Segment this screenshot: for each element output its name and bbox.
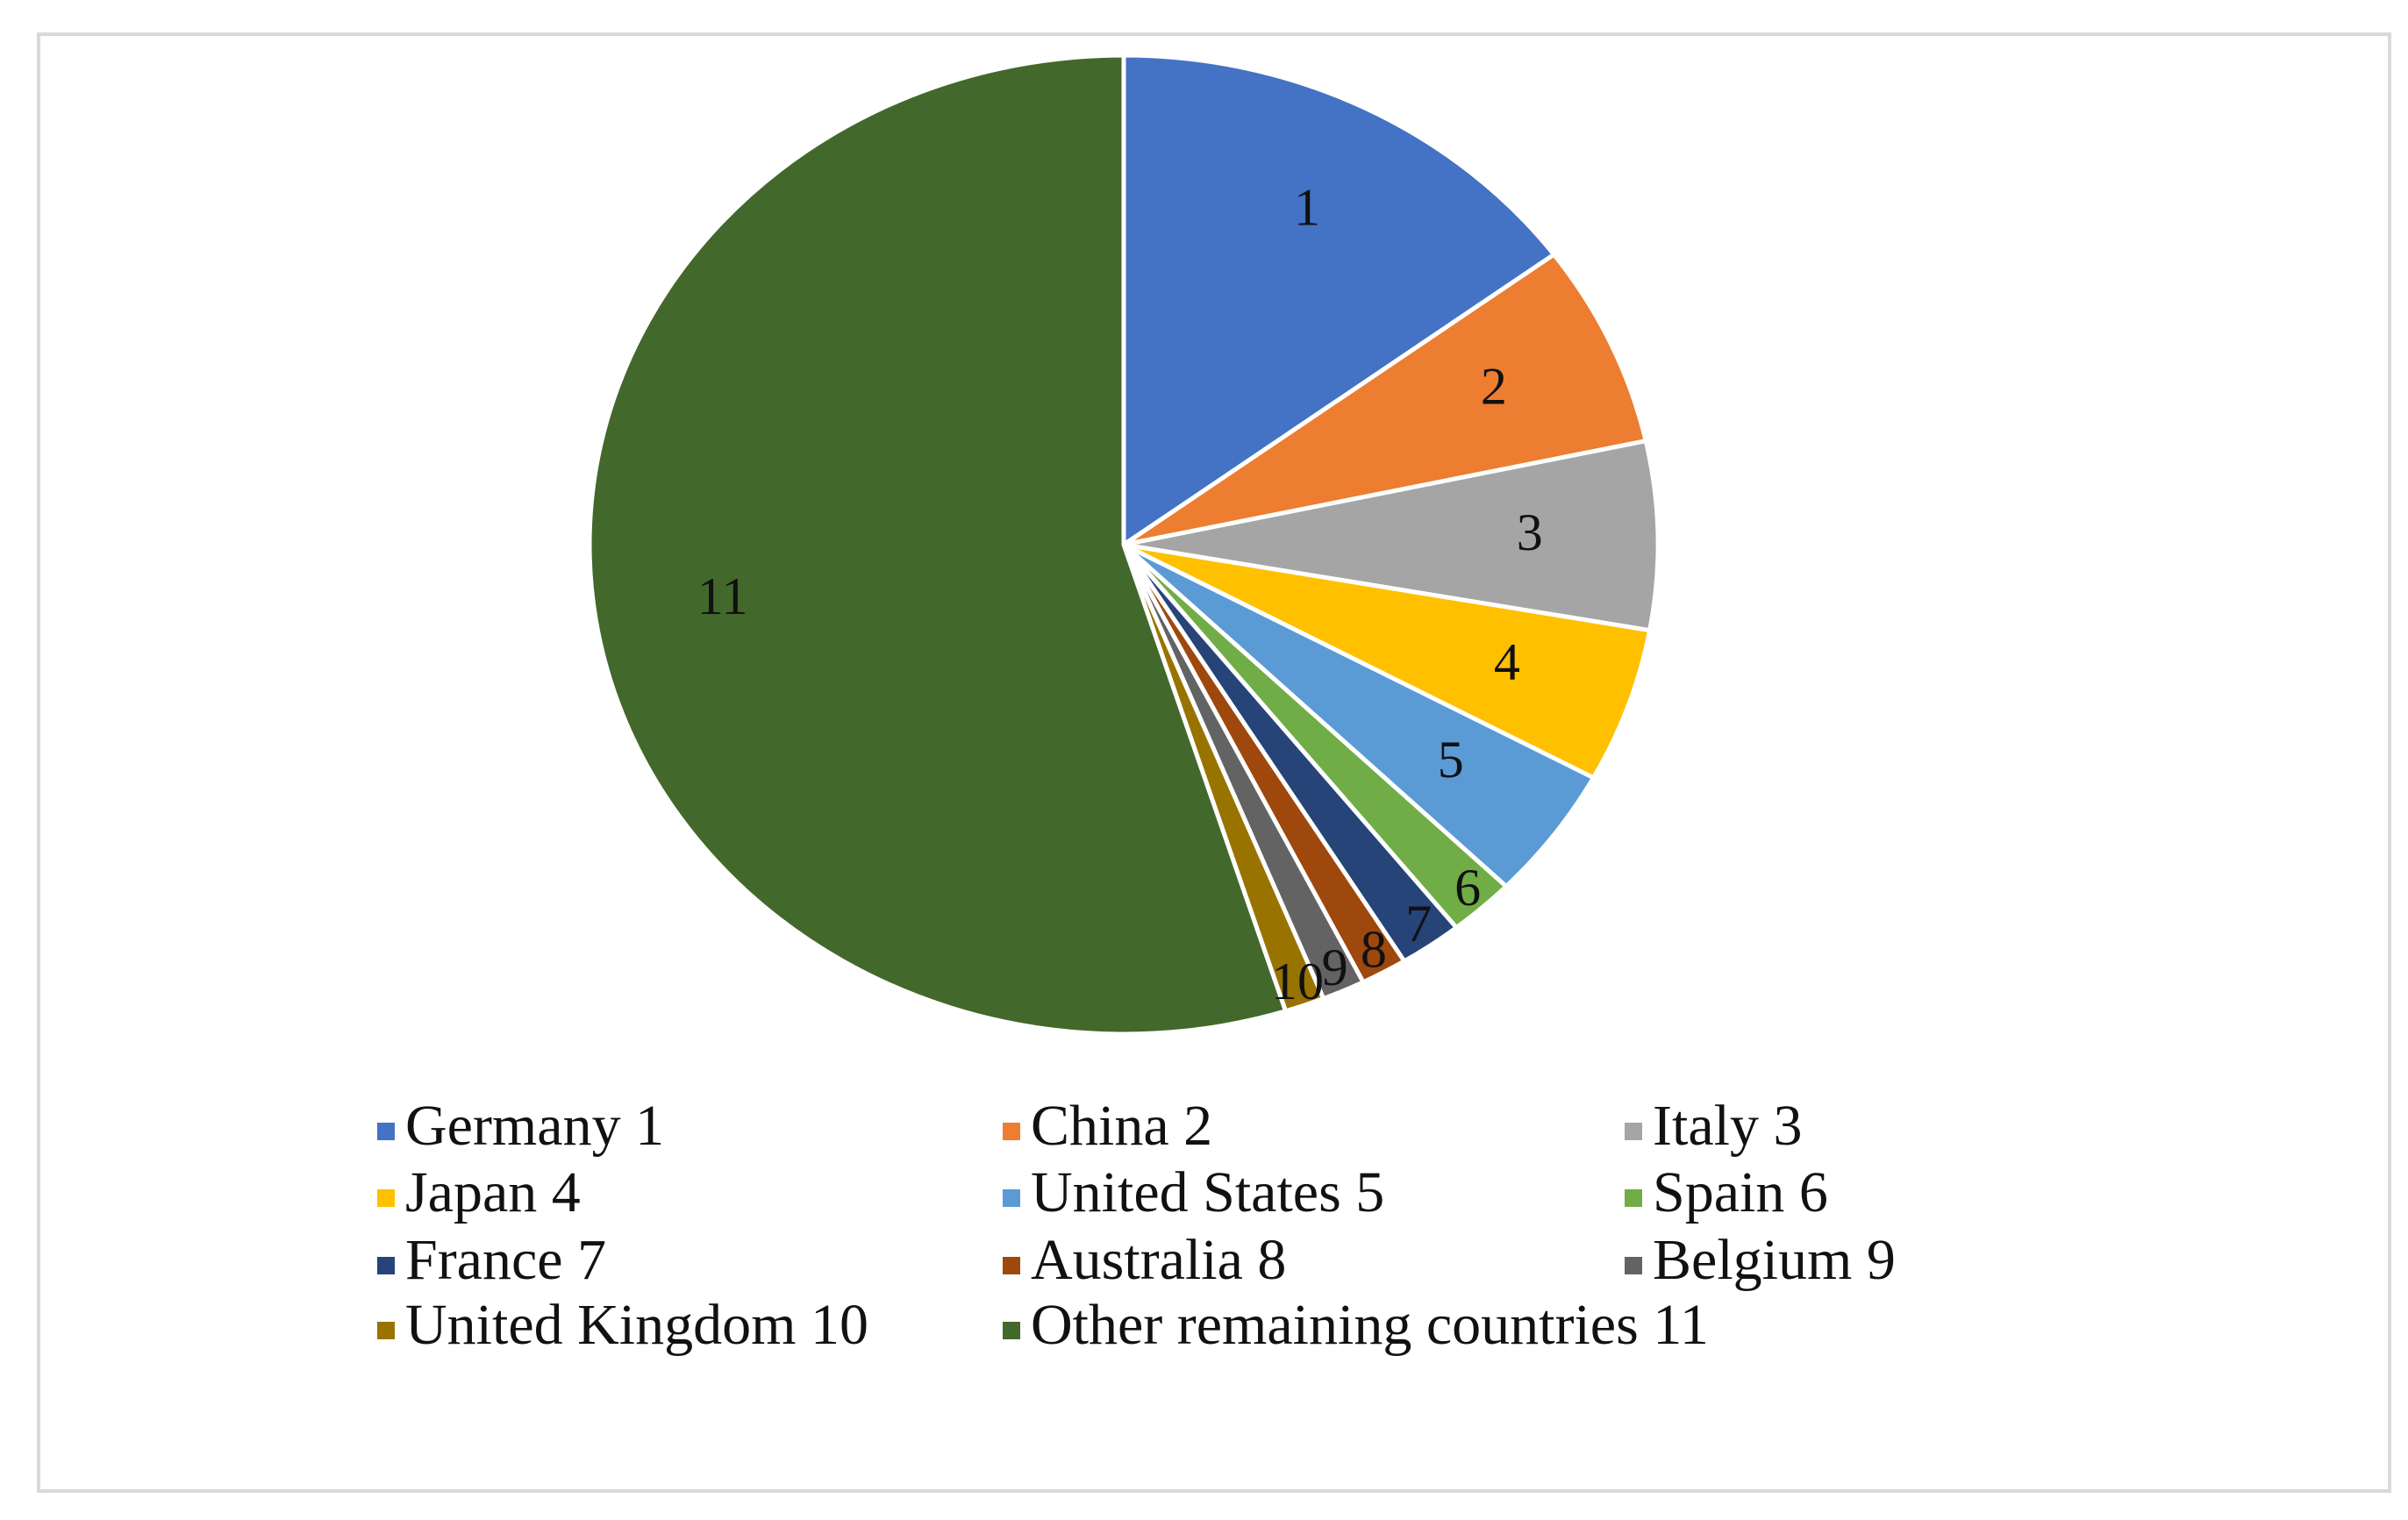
legend-text: Belgium 9 <box>1653 1228 1896 1292</box>
slice-label: 5 <box>1438 731 1464 789</box>
legend-swatch <box>377 1257 395 1274</box>
legend-swatch <box>1625 1123 1642 1140</box>
legend-text: Italy 3 <box>1653 1094 1802 1158</box>
legend-text: Germany 1 <box>405 1094 664 1158</box>
legend-swatch <box>1003 1189 1020 1207</box>
legend-text: Japan 4 <box>405 1160 581 1224</box>
slice-label: 4 <box>1494 633 1520 691</box>
legend-swatch <box>1625 1257 1642 1274</box>
legend-text: United Kingdom 10 <box>405 1293 868 1357</box>
legend-text: Spain 6 <box>1653 1160 1828 1224</box>
pie-slice <box>1122 251 1649 547</box>
slice-label: 11 <box>697 567 748 625</box>
slice-label: 8 <box>1361 921 1387 979</box>
legend-text: Australia 8 <box>1031 1228 1286 1292</box>
pie-slice <box>1122 542 1597 889</box>
legend-swatch <box>377 1322 395 1339</box>
legend-swatch <box>377 1189 395 1207</box>
slice-label: 2 <box>1481 357 1507 415</box>
slice-label: 1 <box>1294 178 1320 236</box>
legend-swatch <box>1003 1123 1020 1140</box>
legend-swatch <box>1003 1257 1020 1274</box>
pie-slice <box>1121 53 1558 549</box>
legend-text: United States 5 <box>1031 1160 1384 1224</box>
legend-text: France 7 <box>405 1228 606 1292</box>
legend-swatch <box>1003 1322 1020 1339</box>
slice-label: 6 <box>1454 859 1481 917</box>
slice-label: 3 <box>1517 503 1543 561</box>
pie-slice <box>587 53 1289 1037</box>
pie-slice <box>1122 542 1653 781</box>
slice-label: 9 <box>1322 938 1348 996</box>
legend-text: China 2 <box>1031 1094 1212 1158</box>
slice-label: 10 <box>1271 953 1324 1010</box>
legend-swatch <box>1625 1189 1642 1207</box>
legend-text: Other remaining countries 11 <box>1031 1293 1709 1357</box>
pie-slice <box>1123 438 1661 633</box>
legend-swatch <box>377 1123 395 1140</box>
slice-label: 7 <box>1405 895 1432 953</box>
